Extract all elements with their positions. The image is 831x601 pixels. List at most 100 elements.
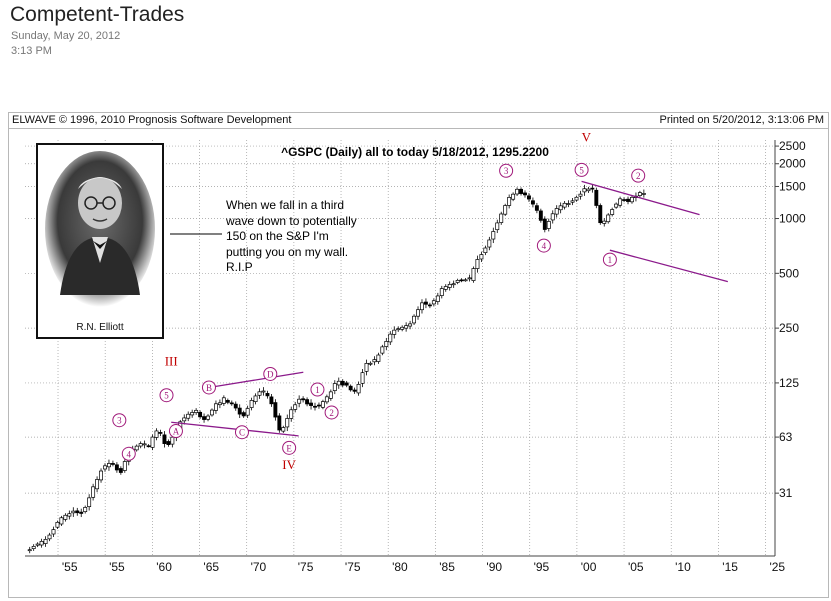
candle-body — [376, 354, 381, 362]
candle-body — [158, 432, 163, 434]
candle-body — [578, 193, 583, 197]
candle-body — [285, 418, 290, 428]
candle-body — [281, 427, 286, 432]
chart-frame: ELWAVE © 1996, 2010 Prognosis Software D… — [8, 112, 829, 598]
y-tick-label: 500 — [779, 266, 799, 280]
candle-body — [217, 402, 222, 406]
x-tick-label: '75 — [345, 560, 361, 574]
candle-body — [324, 396, 329, 403]
candle-body — [210, 409, 214, 416]
candle-body — [162, 434, 167, 444]
candle-body — [261, 390, 266, 393]
wave-label: 2 — [329, 408, 334, 418]
y-tick-label: 2000 — [779, 157, 806, 171]
post-date-day: Sunday, May 20, 2012 — [11, 30, 121, 42]
candle-body — [237, 407, 242, 415]
blog-title[interactable]: Competent-Trades — [10, 3, 185, 26]
candle-body — [75, 510, 80, 514]
candle-body — [420, 302, 424, 311]
candle-body — [400, 326, 405, 330]
x-tick-label: '90 — [486, 560, 502, 574]
wave-label: 4 — [127, 449, 132, 459]
candle-body — [51, 529, 56, 535]
candle-body — [360, 372, 365, 384]
candle-body — [519, 188, 523, 194]
candle-body — [59, 517, 64, 525]
candle-body — [606, 214, 611, 223]
y-tick-label: 1500 — [779, 179, 806, 193]
candle-body — [55, 522, 60, 528]
wave-label-circle — [263, 366, 278, 381]
candle-body — [372, 359, 377, 363]
candle-body — [35, 543, 40, 546]
candle-body — [67, 513, 72, 517]
candle-body — [328, 391, 333, 399]
candle-body — [186, 413, 191, 419]
candle-body — [146, 445, 151, 448]
candle-body — [384, 341, 389, 347]
candle-body — [194, 409, 199, 413]
candle-body — [479, 254, 484, 260]
candle-body — [47, 534, 52, 540]
y-tick-label: 2500 — [779, 139, 806, 153]
candle-body — [423, 301, 428, 305]
y-tick-label: 250 — [779, 321, 799, 335]
roman-wave-label: IV — [282, 457, 296, 472]
candle-body — [221, 397, 226, 404]
candle-body — [558, 205, 563, 211]
candle-body — [404, 325, 409, 329]
candle-body — [582, 188, 587, 193]
software-credit: ELWAVE © 1996, 2010 Prognosis Software D… — [12, 114, 292, 126]
candle-body — [507, 197, 512, 206]
candle-body — [206, 415, 210, 420]
candle-body — [459, 279, 464, 282]
x-tick-label: '00 — [581, 560, 597, 574]
wave-label-circle — [282, 440, 297, 455]
candle-body — [99, 470, 103, 481]
candle-body — [630, 196, 634, 203]
wave-label: 2 — [636, 171, 641, 181]
candle-body — [344, 382, 349, 386]
wave-label: 1 — [315, 385, 320, 395]
candle-body — [495, 222, 500, 231]
wave-label-circle — [574, 162, 589, 177]
candle-body — [233, 403, 238, 409]
candle-body — [503, 205, 508, 215]
y-tick-label: 31 — [779, 486, 793, 500]
candle-body — [134, 445, 139, 451]
candle-body — [293, 404, 298, 410]
candle-body — [412, 315, 417, 324]
candle-body — [305, 399, 310, 405]
candle-body — [435, 295, 440, 302]
post-time: 3:13 PM — [11, 45, 52, 57]
candle-body — [483, 247, 488, 254]
y-tick-label: 1000 — [779, 212, 806, 226]
candle-body — [170, 436, 175, 445]
candle-body — [245, 408, 250, 416]
y-tick-label: 125 — [779, 376, 799, 390]
candle-body — [542, 218, 547, 230]
wave-label: 3 — [117, 416, 122, 426]
candle-body — [443, 286, 448, 290]
x-tick-label: '95 — [534, 560, 550, 574]
wave-label: 5 — [579, 165, 584, 175]
candle-body — [182, 417, 187, 422]
wave-label-circle — [602, 252, 617, 267]
candle-body — [602, 220, 607, 224]
candle-body — [198, 411, 203, 418]
candle-body — [301, 398, 306, 401]
x-tick-label: '05 — [628, 560, 644, 574]
candle-body — [87, 497, 92, 508]
candle-body — [530, 200, 535, 205]
wave-label-circle — [112, 413, 127, 428]
candle-body — [586, 188, 591, 192]
candle-body — [91, 486, 96, 498]
x-tick-label: '25 — [769, 560, 785, 574]
candle-body — [122, 461, 127, 471]
candle-body — [332, 383, 337, 391]
candle-body — [277, 415, 282, 431]
x-tick-label: '55 — [62, 560, 78, 574]
x-tick-label: '15 — [722, 560, 738, 574]
candle-body — [594, 189, 599, 206]
